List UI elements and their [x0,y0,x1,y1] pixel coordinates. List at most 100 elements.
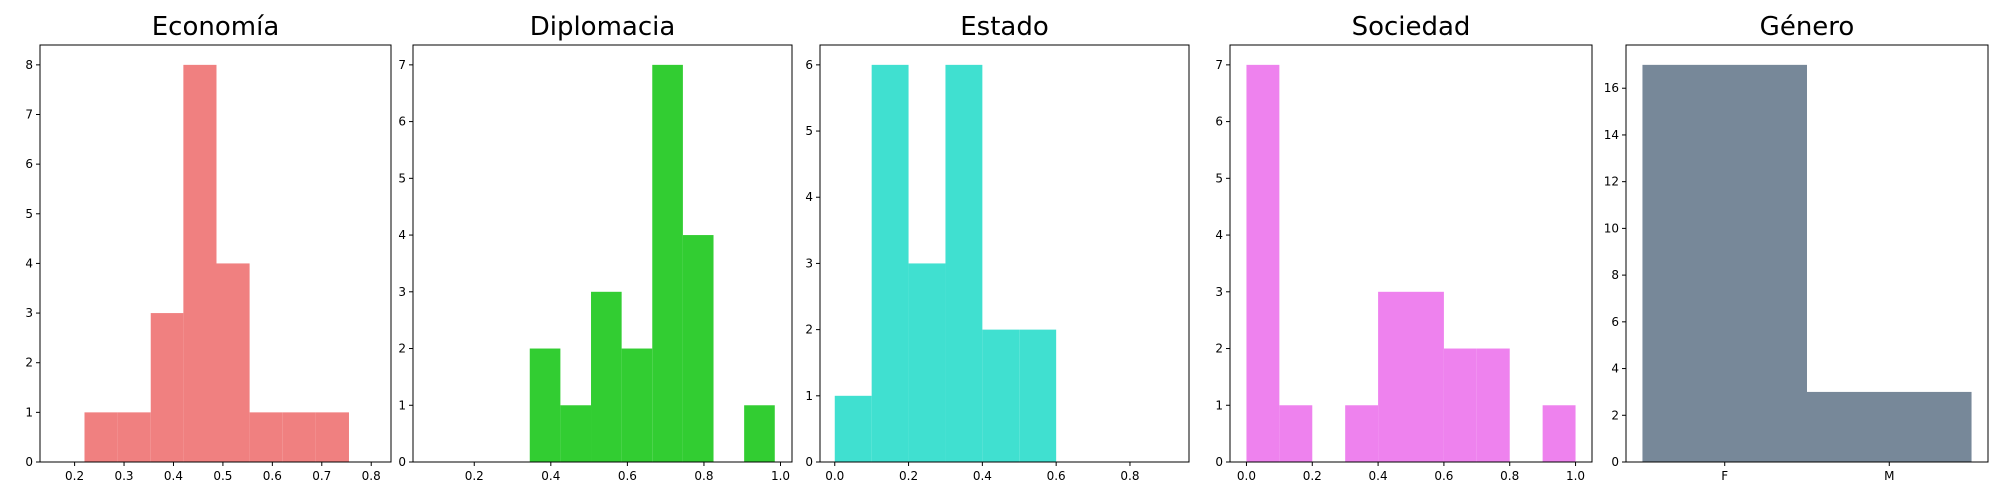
y-tick-label: 1 [805,389,813,403]
x-tick-label: 0.4 [541,469,560,483]
y-tick-label: 0 [398,455,406,469]
histogram-bar [1378,291,1411,462]
histogram-bar [871,64,909,462]
histogram-bar [249,412,283,462]
histogram-panel: Economía 0.2 0.3 0.4 0.5 0.6 0.7 0.8 0 1 2 3 4 5 6 7 8 [25,12,392,483]
histogram-bar [560,405,592,462]
y-tick-label: 1 [25,405,33,419]
y-tick-label: 3 [1215,285,1223,299]
y-tick-label: 1 [1215,398,1223,412]
y-tick-label: 2 [398,342,406,356]
panel-title: Diplomacia [530,12,676,42]
histogram-bar [150,313,184,462]
histogram-panel: Género F M 0 2 4 6 8 10 12 14 16 [1604,12,1989,483]
x-tick-label: 0.5 [213,469,232,483]
y-tick-label: 5 [1215,171,1223,185]
x-tick-label: 0.0 [825,469,844,483]
histogram-bar [682,235,714,462]
y-tick-label: 4 [805,190,813,204]
histogram-bar [1476,348,1510,462]
histogram-bar [1345,405,1379,462]
y-tick-label: 8 [1611,268,1619,282]
y-tick-label: 6 [25,157,33,171]
plot-frame [1625,44,1989,463]
y-tick-label: 2 [25,356,33,370]
histogram-bar [945,64,983,462]
histogram-bar [591,291,622,462]
y-tick-label: 0 [805,455,813,469]
x-tick-label: 0.2 [465,469,484,483]
y-tick-label: 6 [1215,115,1223,129]
histogram-bar [216,263,250,462]
y-tick-label: 5 [25,207,33,221]
y-tick-label: 4 [398,228,406,242]
histogram-bar [908,263,946,462]
x-tick-label: 0.4 [973,469,992,483]
x-tick-label: 1.0 [1566,469,1585,483]
y-tick-label: 7 [25,108,33,122]
y-tick-label: 10 [1604,221,1619,235]
y-tick-label: 3 [398,285,406,299]
histogram-bar [1443,348,1477,462]
histogram-panel: Sociedad 0.0 0.2 0.4 0.6 0.8 1.0 0 1 2 3 4 5 6 7 [1215,12,1593,483]
x-tick-label: 0.0 [1237,469,1256,483]
y-tick-label: 6 [1611,315,1619,329]
histogram-bar [1642,64,1807,462]
x-tick-label: 0.2 [1303,469,1322,483]
y-tick-label: 6 [805,58,813,72]
y-tick-label: 4 [1215,228,1223,242]
histogram-bar [621,348,653,462]
x-tick-label: 0.6 [1434,469,1453,483]
histogram-bar [282,412,316,462]
histogram-panel: Estado 0.0 0.2 0.4 0.6 0.8 0 1 2 3 4 5 6 [805,12,1190,483]
x-tick-label: 1.0 [771,469,790,483]
x-tick-label: 0.6 [618,469,637,483]
histogram-panel: Diplomacia 0.2 0.4 0.6 0.8 1.0 0 1 2 3 4 5 6 7 [398,12,793,483]
x-tick-label: 0.6 [263,469,282,483]
y-tick-label: 1 [398,398,406,412]
x-tick-label: 0.4 [1369,469,1388,483]
y-tick-label: 5 [398,171,406,185]
plot-frame [39,44,392,463]
x-tick-label: 0.7 [312,469,331,483]
panel-title: Economía [152,12,280,42]
y-tick-label: 7 [1215,58,1223,72]
histogram-bar [834,395,872,462]
y-tick-label: 0 [1611,455,1619,469]
x-tick-label: 0.8 [1120,469,1139,483]
y-tick-label: 0 [1215,455,1223,469]
histogram-bar [1807,391,1972,462]
x-tick-label: 0.2 [65,469,84,483]
plot-frame [819,44,1190,463]
panel-title: Género [1760,12,1855,42]
histogram-bar [1542,405,1576,462]
y-tick-label: 5 [805,124,813,138]
histogram-bar [183,64,217,462]
x-tick-label: 0.4 [164,469,183,483]
y-tick-label: 12 [1604,175,1619,189]
x-tick-label: 0.8 [362,469,381,483]
y-tick-label: 16 [1604,81,1619,95]
x-tick-label: 0.2 [899,469,918,483]
plot-frame [412,44,793,463]
y-tick-label: 2 [1215,342,1223,356]
y-tick-label: 4 [25,256,33,270]
y-tick-label: 3 [25,306,33,320]
x-tick-label: 0.8 [1500,469,1519,483]
x-tick-label: 0.3 [114,469,133,483]
y-tick-label: 8 [25,58,33,72]
plot-frame [1229,44,1593,463]
histogram-bar [652,64,683,462]
y-tick-label: 3 [805,256,813,270]
histogram-bar [1019,329,1057,462]
histogram-bar [1246,64,1280,462]
histogram-bar [84,412,118,462]
histogram-bar [529,348,561,462]
y-tick-label: 2 [805,323,813,337]
histogram-bar [117,412,151,462]
y-tick-label: 4 [1611,362,1619,376]
x-tick-label: 0.8 [694,469,713,483]
y-tick-label: 2 [1611,408,1619,422]
y-tick-label: 0 [25,455,33,469]
